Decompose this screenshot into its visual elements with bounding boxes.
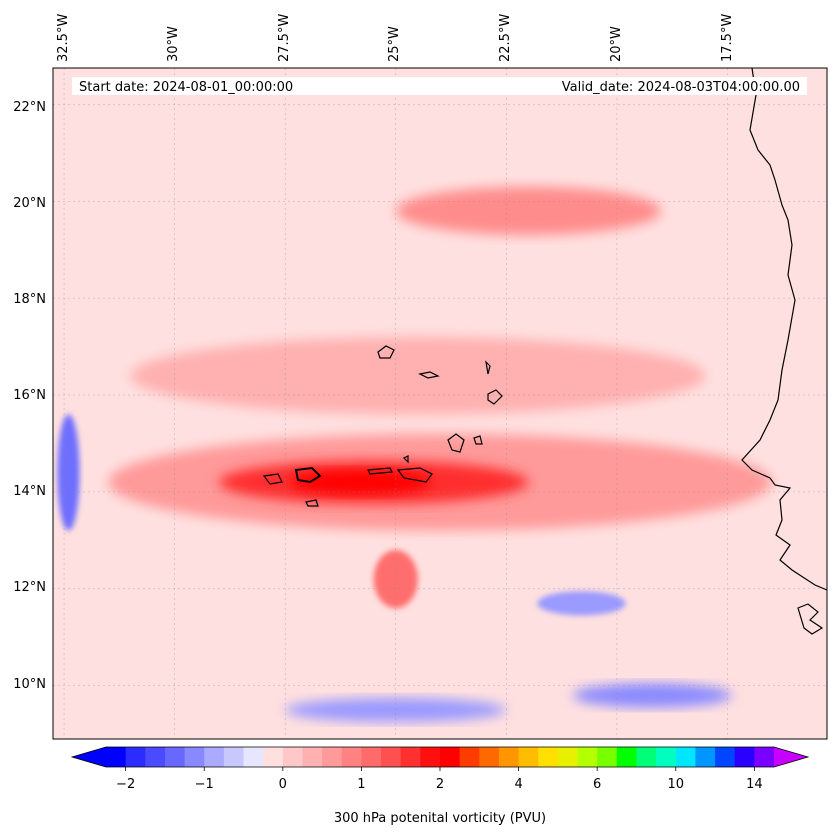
cape-verde-fogo — [473, 435, 483, 445]
colorbar-cell — [381, 747, 402, 767]
colorbar-tick-label: 1 — [357, 777, 365, 792]
colorbar-cell — [440, 747, 461, 767]
lon-label: 32.5°W — [56, 14, 71, 62]
colorbar-cell — [715, 747, 736, 767]
colorbar-cell — [656, 747, 677, 767]
colorbar-cell — [243, 747, 264, 767]
cape-verde-boa-vista — [418, 371, 440, 379]
colorbar-cell — [106, 747, 127, 767]
colorbar-label: 300 hPa potenital vorticity (PVU) — [334, 811, 546, 826]
colorbar-cell — [675, 747, 696, 767]
colorbar-cell — [459, 747, 480, 767]
valid-date-label: Valid_date: 2024-08-03T04:00:00.00 — [562, 80, 800, 95]
colorbar-outline — [70, 746, 810, 768]
colorbar-tick-label: 6 — [593, 777, 601, 792]
lon-label: 22.5°W — [498, 14, 513, 62]
africa-coastline — [741, 68, 827, 591]
pv-region-southern-low-3 — [537, 591, 626, 616]
colorbar-cell — [223, 747, 245, 767]
colorbar-cell — [204, 747, 225, 767]
lat-label: 18°N — [13, 292, 46, 307]
colorbar-cell — [341, 747, 362, 767]
colorbar-cells — [106, 747, 775, 767]
lon-label: 25°W — [387, 26, 402, 62]
colorbar-under-arrow — [72, 747, 106, 767]
map-frame — [52, 67, 828, 740]
island-small-1 — [402, 455, 409, 464]
colorbar-cell — [577, 747, 598, 767]
lon-label: 30°W — [166, 26, 181, 62]
lat-label: 20°N — [13, 196, 46, 211]
start-date-label: Start date: 2024-08-01_00:00:00 — [79, 80, 293, 95]
coastline — [262, 68, 827, 635]
lat-label: 12°N — [13, 580, 46, 595]
island-west — [262, 473, 283, 485]
colorbar-tick-label: 0 — [279, 777, 287, 792]
colorbar-cell — [518, 747, 539, 767]
longitude-labels: 32.5°W 30°W 27.5°W 25°W 22.5°W 20°W 17.5… — [56, 14, 735, 62]
colorbar-cell — [616, 747, 637, 767]
header-box: Start date: 2024-08-01_00:00:00 Valid_da… — [72, 77, 807, 95]
lat-label: 10°N — [13, 677, 46, 692]
colorbar: −2 −1 0 1 2 4 6 10 14 300 hPa potenital vorticit… — [70, 746, 810, 826]
island-east-1 — [396, 467, 433, 483]
cape-verde-maio — [485, 360, 491, 375]
colorbar-over-arrow — [774, 747, 808, 767]
header-background — [72, 77, 807, 95]
colorbar-tick-label: 10 — [667, 777, 684, 792]
colorbar-cell — [695, 747, 716, 767]
colorbar-cell — [498, 747, 520, 767]
lon-label: 17.5°W — [720, 14, 735, 62]
island-south — [305, 499, 319, 507]
pv-region-western-low — [57, 414, 80, 531]
island-mid — [294, 466, 322, 484]
cape-verde-sal — [377, 345, 395, 359]
colorbar-tick-label: 2 — [436, 777, 444, 792]
cape-verde-sao-nicolau — [487, 389, 503, 405]
lat-label: 22°N — [13, 100, 46, 115]
colorbar-cell — [282, 747, 303, 767]
colorbar-tick-label: 14 — [746, 777, 763, 792]
colorbar-tick-label: −2 — [116, 777, 135, 792]
colorbar-cell — [636, 747, 657, 767]
colorbar-cell — [420, 747, 441, 767]
lon-label: 20°W — [609, 26, 624, 62]
pv-region-northern-filament — [395, 186, 662, 236]
colorbar-tick-label: 4 — [514, 777, 522, 792]
pv-region-southern-low-2 — [572, 683, 732, 708]
colorbar-cell — [557, 747, 579, 767]
colorbar-cell — [263, 747, 284, 767]
west-africa-coast — [797, 603, 824, 635]
colorbar-cell — [164, 747, 186, 767]
colorbar-cell — [538, 747, 559, 767]
colorbar-cell — [184, 747, 205, 767]
colorbar-tick-label: −1 — [195, 777, 214, 792]
colorbar-cell — [734, 747, 755, 767]
colorbar-cell — [597, 747, 618, 767]
cape-verde-santiago — [447, 433, 465, 453]
colorbar-cell — [125, 747, 146, 767]
colorbar-cell — [754, 747, 775, 767]
colorbar-ticks: −2 −1 0 1 2 4 6 10 14 — [116, 767, 763, 792]
island-east-2 — [367, 467, 393, 475]
colorbar-cell — [479, 747, 500, 767]
map-gridlines — [53, 68, 827, 739]
pv-region-diagonal-band — [130, 336, 706, 415]
colorbar-cell — [322, 747, 343, 767]
map-panel: Start date: 2024-08-01_00:00:00 Valid_da… — [53, 68, 827, 739]
lon-label: 27.5°W — [277, 14, 292, 62]
colorbar-cell — [145, 747, 166, 767]
latitude-labels: 22°N 20°N 18°N 16°N 14°N 12°N 10°N — [13, 100, 46, 692]
colorbar-cell — [302, 747, 323, 767]
lat-label: 14°N — [13, 484, 46, 499]
lat-label: 16°N — [13, 388, 46, 403]
colorbar-cell — [400, 747, 421, 767]
colorbar-cell — [361, 747, 382, 767]
